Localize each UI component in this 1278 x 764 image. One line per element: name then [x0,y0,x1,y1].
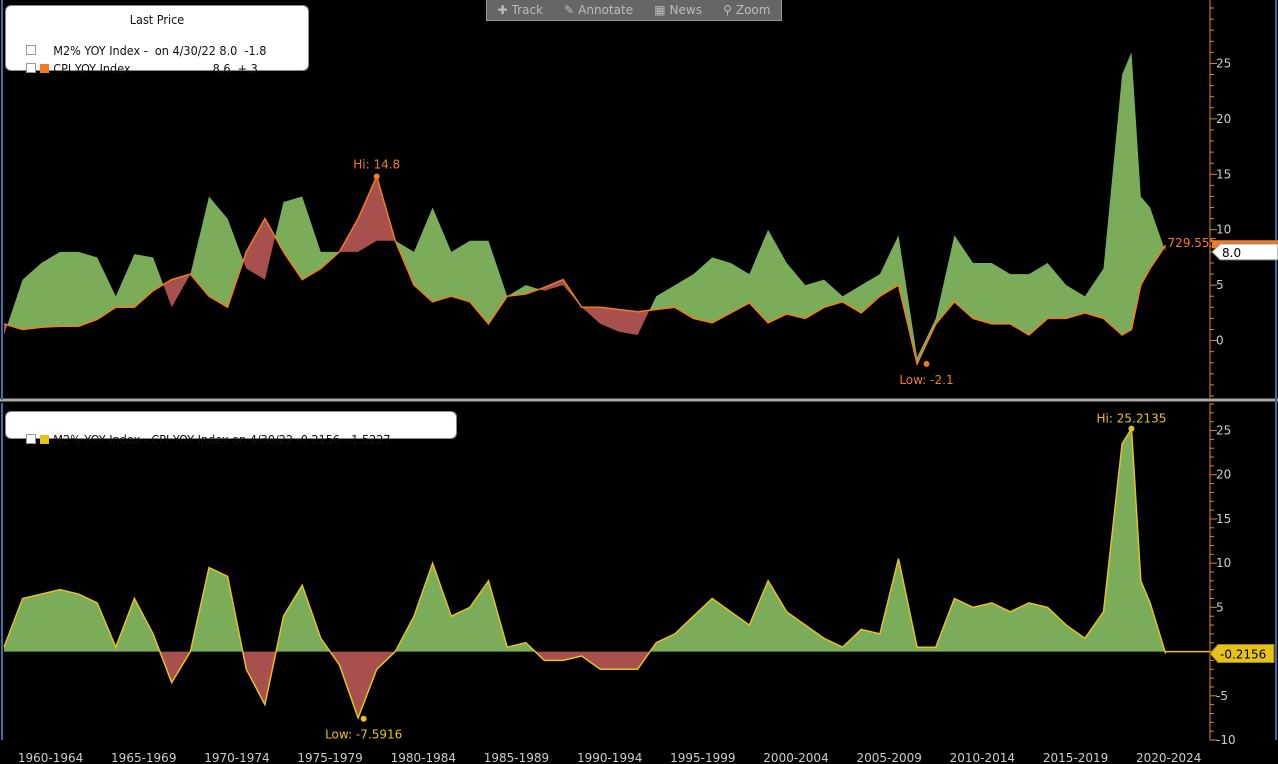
top-y-tick-label: 25 [1216,56,1231,70]
news-button[interactable]: ▦ News [654,3,702,17]
m2-vs-cpi-negative-area [581,307,650,335]
spread-high-marker [1128,425,1135,432]
chart-toolbar: ✚ Track ✎ Annotate ▦ News ⚲ Zoom [486,0,782,21]
zoom-label: Zoom [735,3,771,17]
legend-row-cpi[interactable]: CPI YOY Index 8.6 +.3 [12,46,258,91]
legend-m2-label: M2% YOY Index - on 4/30/22 8.0 -1.8 [53,43,267,58]
x-tick-label: 2020-2024 [1136,751,1201,764]
magnifier-icon: ⚲ [723,3,732,17]
spread-negative-area [535,651,650,670]
spread-positive-area [276,585,331,652]
top-panel-legend: Last Price M2% YOY Index - on 4/30/22 8.… [5,5,309,76]
spread-last-value: -0.2156 [1220,647,1266,661]
x-tick-label: 1965-1969 [111,751,176,764]
legend-toggle-icon[interactable] [26,45,37,55]
legend-toggle-icon[interactable] [26,434,37,444]
x-tick-label: 1985-1989 [484,751,549,764]
spread-high-label: Hi: 25.2135 [1097,412,1167,426]
legend-toggle-icon[interactable] [26,63,37,73]
top-y-tick-label: 5 [1216,278,1224,292]
bottom-panel [3,425,1210,722]
m2-last-value: 8.0 [1222,246,1241,260]
x-tick-label: 1970-1974 [204,751,269,764]
top-panel [3,52,1167,367]
legend-title: Last Price [129,12,185,27]
spread-line [3,426,1167,721]
bottom-y-tick-label: -10 [1216,733,1236,747]
crosshair-icon: ✚ [497,3,508,17]
bottom-panel-legend: M2% YOY Index - CPI YOY Index on 4/30/22… [5,411,457,447]
cpi-low-label: Low: -2.1 [899,373,953,387]
news-label: News [669,3,702,17]
top-y-tick-label: 0 [1216,334,1224,348]
x-tick-label: 1980-1984 [391,751,456,764]
bottom-y-tick-label: 20 [1216,468,1231,482]
m2-vs-cpi-negative-area [339,176,396,252]
top-y-tick-label: 20 [1216,112,1231,126]
spread-low-marker [360,715,367,722]
m2-vs-cpi-positive-area [507,285,540,297]
m2-vs-cpi-positive-area [275,196,340,280]
cpi-swatch [40,64,50,73]
spread-negative-area [330,651,396,718]
bottom-y-tick-label: 5 [1216,600,1224,614]
m2-vs-cpi-negative-area [539,279,582,308]
spread-positive-area [395,563,536,652]
newspaper-icon: ▦ [654,3,666,17]
bottom-y-tick-label: 10 [1216,556,1231,570]
spread-low-label: Low: -7.5916 [325,728,402,742]
m2-vs-cpi-negative-area [163,274,191,308]
m2-last-tag [1211,243,1278,261]
m2-vs-cpi-negative-area [4,323,8,335]
track-label: Track [511,3,544,17]
top-y-tick-label: 15 [1216,167,1231,181]
x-tick-label: 1960-1964 [18,751,83,764]
m2-vs-cpi-positive-area [7,251,164,330]
pencil-icon: ✎ [564,3,575,17]
track-button[interactable]: ✚ Track [498,3,543,17]
cpi-last-label: 729.555 [1168,236,1218,250]
x-tick-label: 2010-2014 [950,751,1015,764]
spread-last-tag [1209,643,1275,663]
zoom-button[interactable]: ⚲ Zoom [723,3,770,17]
bottom-y-tick-label: -5 [1216,689,1228,703]
bottom-y-tick-label: 15 [1216,512,1231,526]
m2-vs-cpi-positive-area [395,207,508,324]
x-tick-label: 1975-1979 [297,751,362,764]
annotate-label: Annotate [578,3,634,17]
cpi-low-marker [923,360,930,367]
legend-row-m2[interactable]: M2% YOY Index - on 4/30/22 8.0 -1.8 [12,28,266,73]
cpi-high-marker [373,173,380,180]
legend-row-diff[interactable]: M2% YOY Index - CPI YOY Index on 4/30/22… [12,417,391,462]
x-tick-label: 1990-1994 [577,751,642,764]
bottom-y-tick-label: 25 [1216,424,1231,438]
m2-vs-cpi-positive-area [649,52,1164,364]
x-tick-label: 1995-1999 [670,751,735,764]
cpi-line [3,174,1167,367]
top-y-tick-label: 10 [1216,223,1231,237]
m2-vs-cpi-positive-area [190,196,244,308]
m2-vs-cpi-negative-area [243,218,276,280]
m2-swatch [40,46,50,55]
legend-diff-label: M2% YOY Index - CPI YOY Index on 4/30/22… [53,432,391,447]
cpi-high-label: Hi: 14.8 [353,158,400,172]
x-tick-label: 2005-2009 [856,751,921,764]
annotate-button[interactable]: ✎ Annotate [564,3,633,17]
x-tick-label: 2000-2004 [763,751,828,764]
x-tick-label: 2015-2019 [1043,751,1108,764]
diff-swatch [40,435,50,444]
spread-negative-area [159,651,191,683]
legend-cpi-label: CPI YOY Index 8.6 +.3 [53,61,258,76]
spread-positive-area [650,428,1165,652]
spread-negative-area [242,651,277,705]
spread-positive-area [4,589,160,652]
